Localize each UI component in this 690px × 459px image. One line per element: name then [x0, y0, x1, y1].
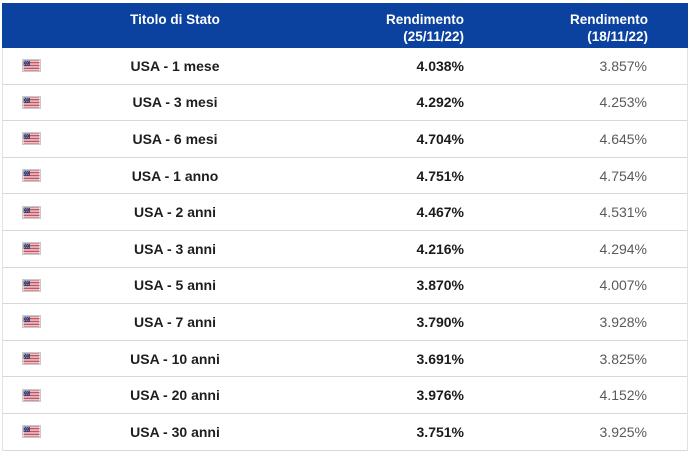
- bond-name: USA - 20 anni: [130, 387, 220, 404]
- flag-cell: [3, 206, 60, 219]
- rendimento-current-date: (25/11/22): [403, 29, 464, 44]
- rendimento-previous-label: Rendimento: [569, 12, 648, 27]
- column-header-rendimento-current: Rendimento (25/11/22): [290, 3, 482, 48]
- usa-flag-icon: [22, 96, 41, 109]
- yield-current: 3.751%: [416, 423, 464, 440]
- table-row: USA - 30 anni 3.751% 3.925%: [3, 413, 687, 451]
- bond-yields-table: Titolo di Stato Rendimento (25/11/22) Re…: [2, 3, 688, 451]
- usa-flag-icon: [22, 389, 41, 402]
- flag-cell: [3, 242, 60, 255]
- yield-current: 3.976%: [416, 387, 464, 404]
- column-header-rendimento-previous: Rendimento (18/11/22): [482, 3, 688, 48]
- rendimento-current-label: Rendimento: [385, 12, 464, 27]
- yield-current: 4.038%: [416, 57, 464, 74]
- flag-cell: [3, 425, 60, 438]
- yield-current: 4.751%: [416, 167, 464, 184]
- yield-previous: 4.531%: [599, 204, 647, 221]
- table-row: USA - 3 mesi 4.292% 4.253%: [3, 84, 687, 122]
- table-row: USA - 3 anni 4.216% 4.294%: [3, 230, 687, 268]
- yield-previous: 4.645%: [599, 130, 647, 147]
- yield-previous: 3.925%: [599, 423, 647, 440]
- yield-current: 4.216%: [416, 240, 464, 257]
- usa-flag-icon: [22, 169, 41, 182]
- usa-flag-icon: [22, 315, 41, 328]
- flag-cell: [3, 389, 60, 402]
- table-row: USA - 1 mese 4.038% 3.857%: [3, 48, 687, 85]
- yield-previous: 4.294%: [599, 240, 647, 257]
- flag-cell: [3, 352, 60, 365]
- yield-current: 3.870%: [416, 277, 464, 294]
- table-header: Titolo di Stato Rendimento (25/11/22) Re…: [2, 3, 688, 48]
- bond-name: USA - 1 mese: [130, 57, 220, 74]
- bond-name: USA - 6 mesi: [132, 130, 218, 147]
- usa-flag-icon: [22, 352, 41, 365]
- bond-name: USA - 3 anni: [134, 240, 216, 257]
- table-row: USA - 1 anno 4.751% 4.754%: [3, 157, 687, 195]
- yield-previous: 4.754%: [599, 167, 647, 184]
- table-row: USA - 7 anni 3.790% 3.928%: [3, 304, 687, 341]
- yield-current: 4.292%: [416, 94, 464, 111]
- bond-name: USA - 1 anno: [131, 167, 219, 184]
- flag-column-header: [2, 3, 60, 48]
- yield-current: 4.704%: [416, 130, 464, 147]
- bond-name: USA - 5 anni: [134, 277, 216, 294]
- flag-cell: [3, 132, 60, 145]
- yield-previous: 4.253%: [599, 94, 647, 111]
- usa-flag-icon: [22, 242, 41, 255]
- flag-cell: [3, 59, 60, 72]
- yield-previous: 3.857%: [599, 57, 647, 74]
- usa-flag-icon: [22, 279, 41, 292]
- table-row: USA - 6 mesi 4.704% 4.645%: [3, 121, 687, 158]
- flag-cell: [3, 96, 60, 109]
- yield-previous: 3.928%: [599, 313, 647, 330]
- table-body: USA - 1 mese 4.038% 3.857% USA - 3 mesi …: [2, 48, 688, 451]
- yield-current: 4.467%: [416, 204, 464, 221]
- yield-previous: 3.825%: [599, 350, 647, 367]
- column-header-titolo-di-stato: Titolo di Stato: [130, 12, 220, 27]
- bond-name: USA - 3 mesi: [132, 94, 218, 111]
- rendimento-previous-date: (18/11/22): [587, 29, 648, 44]
- table-row: USA - 5 anni 3.870% 4.007%: [3, 267, 687, 305]
- yield-previous: 4.152%: [599, 387, 647, 404]
- table-row: USA - 20 anni 3.976% 4.152%: [3, 377, 687, 414]
- flag-cell: [3, 169, 60, 182]
- bond-name: USA - 7 anni: [134, 313, 216, 330]
- flag-cell: [3, 315, 60, 328]
- table-row: USA - 10 anni 3.691% 3.825%: [3, 340, 687, 378]
- table-row: USA - 2 anni 4.467% 4.531%: [3, 194, 687, 231]
- yield-current: 3.691%: [416, 350, 464, 367]
- usa-flag-icon: [22, 132, 41, 145]
- bond-name: USA - 30 anni: [130, 423, 220, 440]
- bond-name: USA - 10 anni: [130, 350, 220, 367]
- usa-flag-icon: [22, 59, 41, 72]
- flag-cell: [3, 279, 60, 292]
- usa-flag-icon: [22, 425, 41, 438]
- yield-previous: 4.007%: [599, 277, 647, 294]
- yield-current: 3.790%: [416, 313, 464, 330]
- usa-flag-icon: [22, 206, 41, 219]
- bond-name: USA - 2 anni: [134, 204, 216, 221]
